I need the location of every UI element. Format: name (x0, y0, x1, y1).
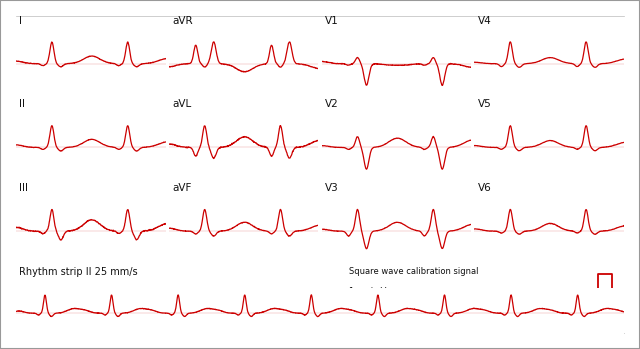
Text: V2: V2 (324, 99, 339, 110)
Text: V4: V4 (477, 16, 492, 26)
Text: aVL: aVL (172, 99, 191, 110)
Text: V6: V6 (477, 183, 492, 193)
Text: V3: V3 (324, 183, 339, 193)
Text: II: II (19, 99, 25, 110)
Text: V1: V1 (324, 16, 339, 26)
Text: 1 cm/mV: 1 cm/mV (349, 286, 386, 295)
Text: aVF: aVF (172, 183, 191, 193)
Text: A&D: A&D (16, 334, 31, 340)
Text: V5: V5 (477, 99, 492, 110)
Text: III: III (19, 183, 28, 193)
Text: Rhythm strip II 25 mm/s: Rhythm strip II 25 mm/s (19, 267, 138, 277)
Text: aVR: aVR (172, 16, 193, 26)
Text: I: I (19, 16, 22, 26)
Text: Square wave calibration signal: Square wave calibration signal (349, 267, 478, 276)
